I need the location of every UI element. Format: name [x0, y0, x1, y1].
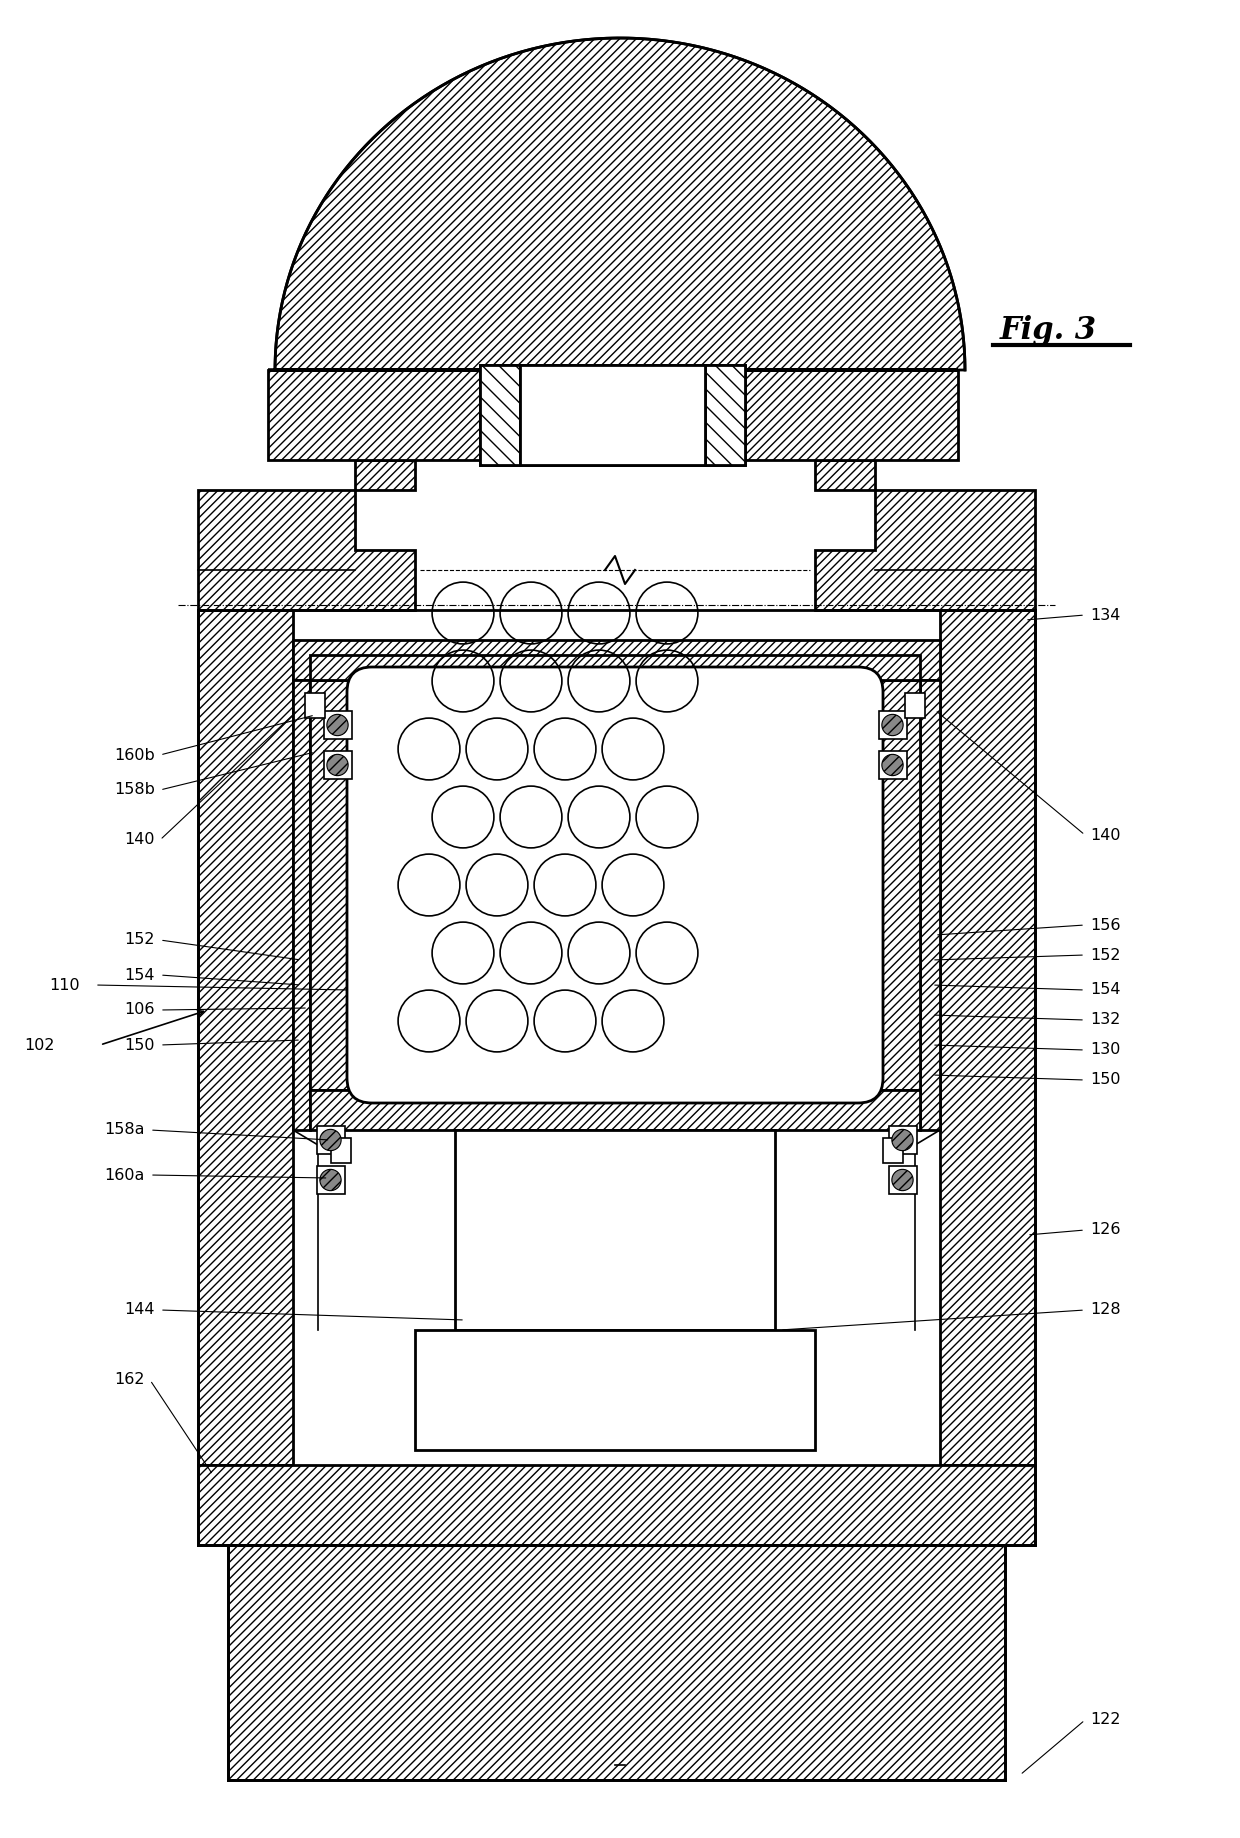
Circle shape	[327, 754, 348, 776]
Text: 106: 106	[124, 1002, 155, 1018]
Text: 150: 150	[124, 1037, 155, 1053]
Text: 126: 126	[1090, 1222, 1121, 1237]
Bar	[480, 366, 745, 465]
Text: 140: 140	[1090, 827, 1121, 842]
Bar	[293, 640, 940, 680]
Bar	[324, 752, 351, 779]
Text: Fig. 3: Fig. 3	[999, 314, 1097, 346]
Text: 160b: 160b	[114, 748, 155, 763]
Bar	[889, 1165, 916, 1195]
Bar	[355, 460, 415, 491]
Bar	[920, 680, 940, 1130]
Polygon shape	[198, 491, 415, 610]
Circle shape	[892, 1129, 913, 1151]
Text: 130: 130	[1090, 1042, 1121, 1057]
Bar	[310, 654, 920, 680]
Circle shape	[882, 754, 903, 776]
Bar	[310, 680, 365, 1090]
Bar	[520, 366, 706, 465]
Circle shape	[327, 715, 348, 735]
Text: 150: 150	[1090, 1073, 1121, 1088]
Bar	[883, 1138, 903, 1162]
Circle shape	[320, 1129, 341, 1151]
Text: 156: 156	[1090, 917, 1121, 932]
Bar	[455, 1130, 775, 1331]
Text: 132: 132	[1090, 1013, 1121, 1027]
Bar	[316, 1165, 345, 1195]
Bar	[331, 1138, 351, 1162]
Circle shape	[882, 715, 903, 735]
Bar	[940, 610, 1035, 1465]
Bar	[310, 1090, 920, 1130]
Bar	[415, 1331, 815, 1450]
Circle shape	[892, 1169, 913, 1191]
Bar	[878, 711, 906, 739]
Polygon shape	[268, 39, 965, 369]
Bar	[866, 680, 920, 1090]
Text: 128: 128	[1090, 1303, 1121, 1318]
Bar	[815, 460, 875, 491]
Polygon shape	[815, 491, 1035, 610]
Bar	[706, 366, 745, 465]
Text: 144: 144	[124, 1303, 155, 1318]
Text: 140: 140	[124, 833, 155, 847]
Text: 162: 162	[114, 1373, 145, 1388]
Text: 160a: 160a	[104, 1167, 145, 1182]
Text: 110: 110	[50, 978, 81, 993]
Text: 134: 134	[1090, 608, 1121, 623]
Text: 152: 152	[1090, 948, 1121, 963]
Bar	[905, 693, 925, 717]
Text: 158b: 158b	[114, 783, 155, 798]
Text: 154: 154	[1090, 983, 1121, 998]
Bar	[324, 711, 351, 739]
Text: 152: 152	[124, 932, 155, 948]
Bar	[228, 1546, 1004, 1779]
Bar	[480, 366, 520, 465]
Bar	[878, 752, 906, 779]
Text: 102: 102	[25, 1037, 55, 1053]
Bar	[889, 1127, 916, 1154]
Bar	[198, 1465, 1035, 1546]
Text: 158a: 158a	[104, 1123, 145, 1138]
Text: 154: 154	[124, 967, 155, 983]
Bar	[305, 693, 325, 717]
Bar	[293, 680, 310, 1130]
Bar	[316, 1127, 345, 1154]
FancyBboxPatch shape	[347, 667, 883, 1103]
Bar	[268, 369, 959, 460]
Text: 122: 122	[1090, 1713, 1121, 1728]
Bar	[198, 610, 293, 1465]
Circle shape	[320, 1169, 341, 1191]
